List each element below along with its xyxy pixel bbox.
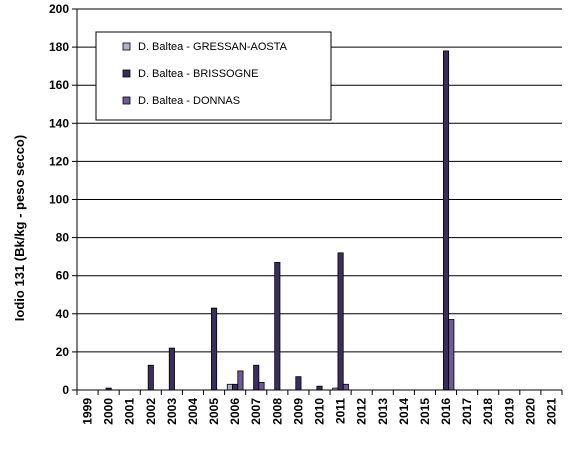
x-tick-label: 2001: [123, 398, 137, 425]
x-tick-label: 2020: [523, 398, 537, 425]
x-tick-label: 2011: [334, 398, 348, 424]
x-tick-label: 2016: [439, 398, 453, 425]
legend-label-1: D. Baltea - GRESSAN-AOSTA: [138, 41, 288, 53]
y-tick-labels: 0 20 40 60 80 100 120 140 160 180 200: [49, 2, 69, 397]
y-tick-label: 100: [49, 193, 69, 207]
x-tick-label: 2009: [291, 398, 305, 425]
bar-2011-series-2: [337, 252, 344, 391]
x-tick-label: 2015: [418, 398, 432, 425]
x-tick-label: 2003: [165, 398, 179, 425]
legend: D. Baltea - GRESSAN-AOSTA D. Baltea - BRI…: [95, 31, 332, 121]
x-tick-label: 2000: [102, 398, 116, 425]
x-tick-label: 2018: [481, 398, 495, 425]
bar-2006-series-2: [232, 383, 239, 391]
legend-label-3: D. Baltea - DONNAS: [138, 95, 240, 107]
bar-2016-series-2: [442, 50, 450, 391]
x-tick-label: 2013: [376, 398, 390, 425]
axes: [72, 8, 563, 395]
y-tick-label: 20: [56, 345, 70, 359]
bar-2011-series-3: [342, 383, 349, 391]
y-tick-label: 160: [49, 78, 69, 92]
bar-2003-series-2: [168, 347, 175, 391]
y-axis-label: Iodio 131 (Bk/kg - peso secco): [12, 135, 27, 321]
bar-2009-series-2: [295, 376, 302, 391]
bar-2007-series-2: [253, 364, 260, 391]
bar-2002-series-2: [147, 364, 154, 391]
x-tick-label: 1999: [81, 398, 95, 425]
bar-2007-series-3: [258, 381, 265, 391]
y-tick-label: 60: [56, 269, 70, 283]
x-tick-label: 2007: [249, 398, 263, 425]
y-tick-label: 180: [49, 40, 69, 54]
bar-2008-series-2: [274, 261, 281, 391]
y-tick-label: 200: [49, 2, 69, 16]
x-tick-label: 2019: [502, 398, 516, 425]
legend-swatch-2: [122, 69, 131, 78]
x-tick-label: 2012: [355, 398, 369, 425]
x-tick-label: 2002: [144, 398, 158, 425]
bar-2005-series-2: [211, 307, 218, 391]
legend-swatch-3: [122, 96, 131, 105]
bar-2016-series-3: [448, 319, 455, 391]
x-tick-label: 2004: [186, 398, 200, 425]
bars: [105, 50, 455, 391]
y-tick-label: 80: [56, 231, 70, 245]
y-tick-label: 120: [49, 154, 69, 168]
x-tick-label: 2014: [397, 398, 411, 425]
legend-label-2: D. Baltea - BRISSOGNE: [138, 68, 258, 80]
x-tick-label: 2005: [207, 398, 221, 425]
x-tick-label: 2006: [228, 398, 242, 425]
x-tick-label: 2010: [313, 398, 327, 425]
bar-2006-series-3: [237, 370, 244, 391]
x-tick-label: 2021: [544, 398, 558, 425]
bar-2006-series-1: [226, 383, 233, 391]
x-tick-label: 2017: [460, 398, 474, 425]
legend-box: [95, 31, 332, 121]
bar-2010-series-2: [316, 385, 323, 391]
x-tick-label: 2008: [270, 398, 284, 425]
x-tick-labels: 1999 2000 2001 2002 2003 2004 2005 2006 2007 2008…: [81, 398, 559, 425]
y-tick-label: 140: [49, 116, 69, 130]
legend-swatch-1: [122, 42, 131, 51]
y-tick-label: 40: [56, 307, 70, 321]
y-tick-label: 0: [62, 383, 69, 397]
